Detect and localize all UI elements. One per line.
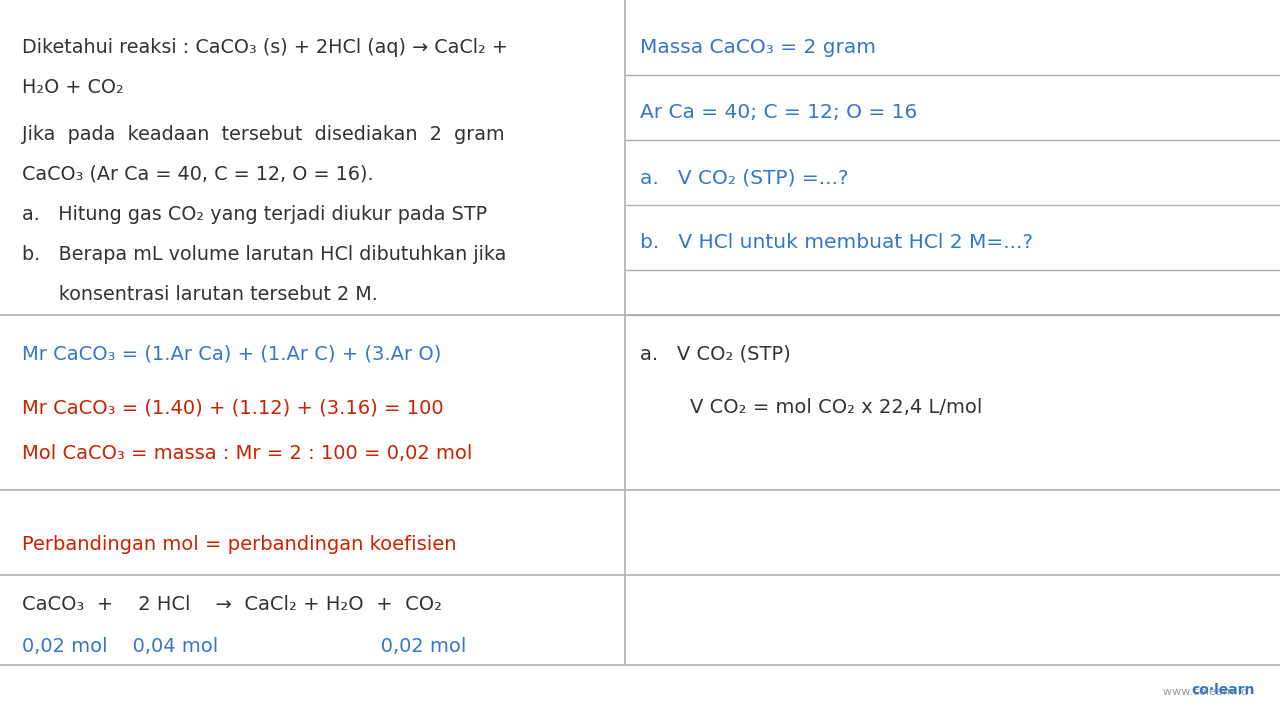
- Text: Diketahui reaksi : CaCO₃ (s) + 2HCl (aq) → CaCl₂ +: Diketahui reaksi : CaCO₃ (s) + 2HCl (aq)…: [22, 38, 508, 57]
- Text: a.   V CO₂ (STP) =...?: a. V CO₂ (STP) =...?: [640, 168, 849, 187]
- Text: H₂O + CO₂: H₂O + CO₂: [22, 78, 124, 97]
- Text: www.colearn.id: www.colearn.id: [1162, 687, 1254, 697]
- Text: a.   V CO₂ (STP): a. V CO₂ (STP): [640, 345, 791, 364]
- Text: Perbandingan mol = perbandingan koefisien: Perbandingan mol = perbandingan koefisie…: [22, 535, 457, 554]
- Text: 0,02 mol    0,04 mol                          0,02 mol: 0,02 mol 0,04 mol 0,02 mol: [22, 637, 466, 656]
- Text: b.   V HCl untuk membuat HCl 2 M=...?: b. V HCl untuk membuat HCl 2 M=...?: [640, 233, 1033, 252]
- Text: Massa CaCO₃ = 2 gram: Massa CaCO₃ = 2 gram: [640, 38, 876, 57]
- Text: Mr CaCO₃ = (1.Ar Ca) + (1.Ar C) + (3.Ar O): Mr CaCO₃ = (1.Ar Ca) + (1.Ar C) + (3.Ar …: [22, 345, 442, 364]
- Text: b.   Berapa mL volume larutan HCl dibutuhkan jika: b. Berapa mL volume larutan HCl dibutuhk…: [22, 245, 507, 264]
- Text: CaCO₃  +    2 HCl    →  CaCl₂ + H₂O  +  CO₂: CaCO₃ + 2 HCl → CaCl₂ + H₂O + CO₂: [22, 595, 442, 614]
- Text: Mol CaCO₃ = massa : Mr = 2 : 100 = 0,02 mol: Mol CaCO₃ = massa : Mr = 2 : 100 = 0,02 …: [22, 444, 472, 463]
- Text: CaCO₃ (Ar Ca = 40, C = 12, O = 16).: CaCO₃ (Ar Ca = 40, C = 12, O = 16).: [22, 165, 374, 184]
- Text: co·learn: co·learn: [1192, 683, 1254, 697]
- Text: a.   Hitung gas CO₂ yang terjadi diukur pada STP: a. Hitung gas CO₂ yang terjadi diukur pa…: [22, 205, 488, 224]
- Text: Mr CaCO₃ = (1.40) + (1.12) + (3.16) = 100: Mr CaCO₃ = (1.40) + (1.12) + (3.16) = 10…: [22, 398, 444, 417]
- Text: konsentrasi larutan tersebut 2 M.: konsentrasi larutan tersebut 2 M.: [22, 285, 378, 304]
- Text: V CO₂ = mol CO₂ x 22,4 L/mol: V CO₂ = mol CO₂ x 22,4 L/mol: [640, 398, 982, 417]
- Text: Ar Ca = 40; C = 12; O = 16: Ar Ca = 40; C = 12; O = 16: [640, 103, 918, 122]
- Text: Jika  pada  keadaan  tersebut  disediakan  2  gram: Jika pada keadaan tersebut disediakan 2 …: [22, 125, 504, 144]
